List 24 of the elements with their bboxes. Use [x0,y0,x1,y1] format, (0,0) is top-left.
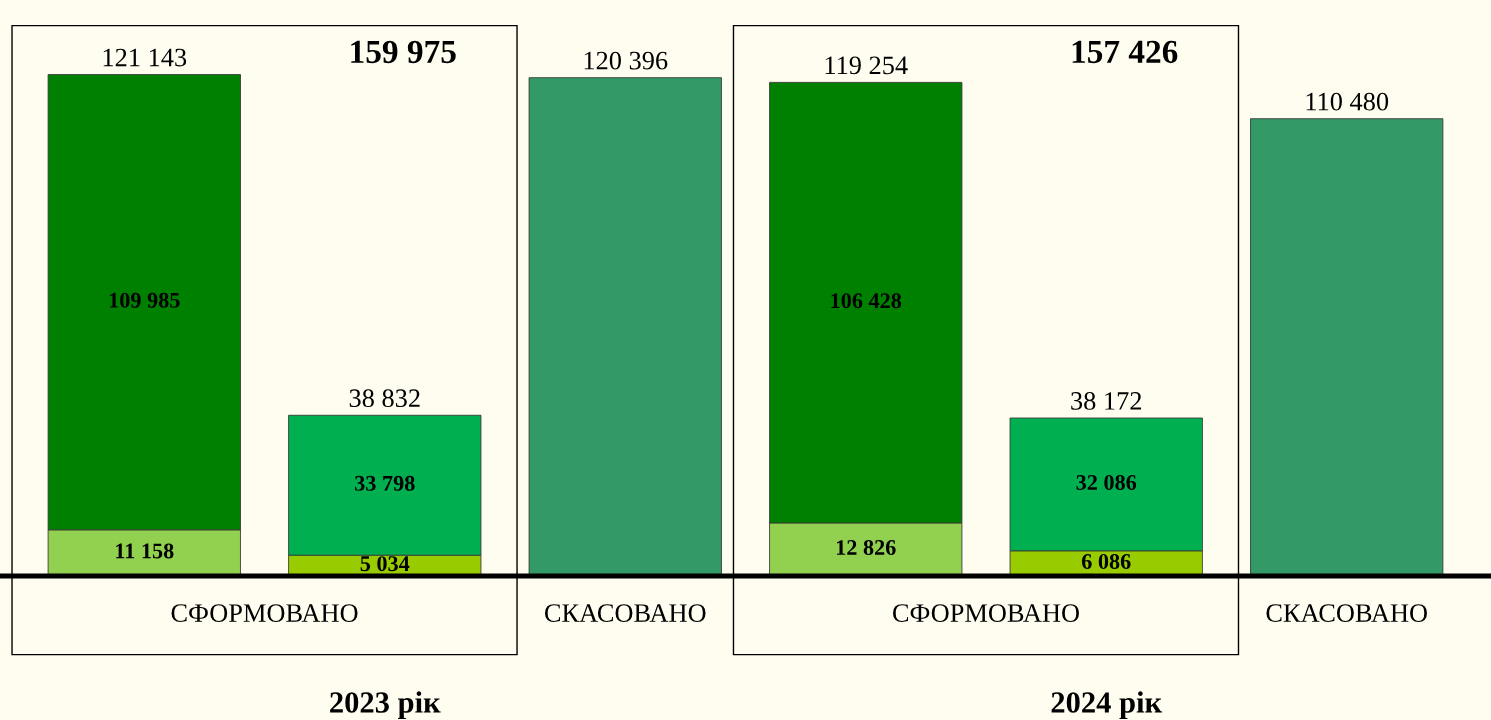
text: СКАСОВАНО [1266,604,1427,622]
data-label: 5 034 [360,556,410,572]
data-label: 11 158 [116,543,174,559]
text: 157 426 [1072,40,1178,64]
total-label: 120 396 [584,51,668,70]
data-label: 33 798 [355,475,415,491]
data-label: 32 086 [1076,474,1137,490]
total-label: 38 832 [349,389,420,408]
text: СКАСОВАНО [544,604,706,622]
text: 2023 рік [330,691,441,720]
text: 2024 рік [1051,691,1163,720]
data-label: 6 086 [1081,553,1131,569]
data-label: 106 428 [831,293,902,309]
total-label: 121 143 [103,48,187,67]
total-label: 110 480 [1306,92,1389,111]
text: 159 975 [351,40,456,64]
bar [1250,118,1444,576]
data-label: 109 985 [109,292,180,308]
data-label: 12 826 [836,540,896,556]
total-label: 119 254 [825,56,908,75]
total-label: 38 172 [1071,392,1142,410]
bar [528,77,722,576]
text: СФОРМОВАНО [892,604,1079,622]
text: СФОРМОВАНО [171,604,358,622]
